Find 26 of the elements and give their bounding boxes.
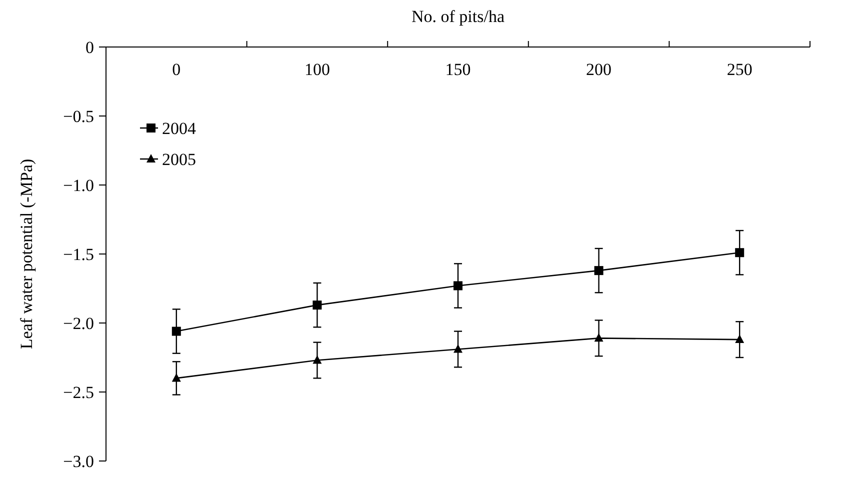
- point: [312, 300, 322, 310]
- legend-label: 2004: [162, 118, 196, 138]
- legend-label: 2005: [162, 150, 196, 169]
- x-tick-label: 0: [172, 60, 181, 79]
- x-axis-title: No. of pits/ha: [411, 7, 505, 26]
- y-tick-label: −3.0: [63, 452, 94, 471]
- point: [172, 326, 181, 336]
- point: [594, 266, 604, 276]
- point: [594, 333, 604, 342]
- point: [735, 334, 744, 344]
- x-tick-label: 150: [445, 60, 471, 79]
- y-tick-label: −1.0: [63, 176, 94, 195]
- y-tick-label: −1.5: [63, 244, 94, 264]
- point: [735, 248, 744, 258]
- y-axis-title: Leaf water potential (-MPa): [17, 158, 36, 350]
- y-tick-label: −0.5: [63, 106, 94, 126]
- y-tick-label: 0: [86, 38, 94, 57]
- point: [454, 344, 462, 353]
- y-tick-label: −2.0: [63, 314, 94, 333]
- x-tick-label: 100: [304, 60, 330, 79]
- y-tick-label: −2.5: [63, 382, 94, 402]
- point: [454, 281, 462, 290]
- point: [312, 355, 322, 364]
- x-tick-label: 200: [586, 60, 612, 79]
- point: [172, 373, 181, 382]
- x-tick-label: 250: [726, 60, 752, 79]
